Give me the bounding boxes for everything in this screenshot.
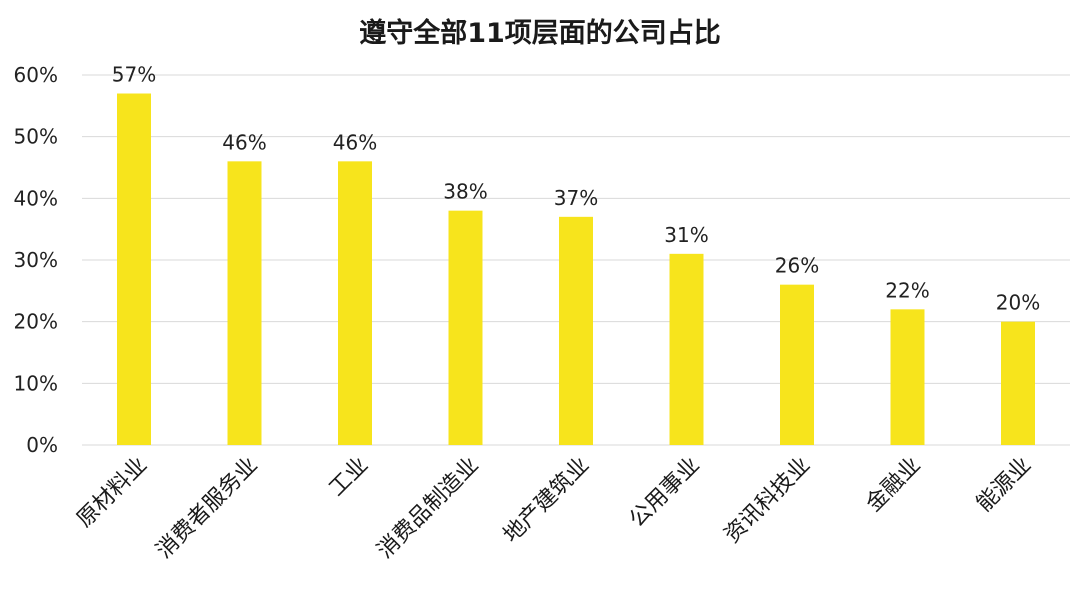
y-tick-label: 60% xyxy=(14,63,58,87)
y-tick-label: 0% xyxy=(26,433,58,457)
bar xyxy=(448,210,483,445)
data-label: 26% xyxy=(775,254,819,278)
y-axis-ticks: 0% 10% 20% 30% 40% 50% 60% xyxy=(14,63,58,457)
bar xyxy=(1001,321,1035,445)
category-label: 金融业 xyxy=(861,453,925,517)
category-label: 地产建筑业 xyxy=(499,453,594,548)
y-tick-label: 20% xyxy=(14,310,58,334)
bar xyxy=(117,93,151,445)
bars xyxy=(117,93,1035,446)
category-labels: 原材料业 消费者服务业 工业 消费品制造业 地产建筑业 公用事业 资讯科技业 金融业 能源业 xyxy=(72,453,1036,564)
data-label: 38% xyxy=(443,180,487,204)
data-labels: 57% 46% 46% 38% 37% 31% 26% 22% 20% xyxy=(112,63,1040,315)
category-label: 资讯科技业 xyxy=(720,453,815,548)
category-label: 消费者服务业 xyxy=(152,453,263,564)
category-label: 原材料业 xyxy=(72,453,152,533)
bar xyxy=(338,161,372,446)
y-tick-label: 50% xyxy=(14,125,58,149)
bar xyxy=(890,309,925,445)
category-label: 能源业 xyxy=(972,453,1036,517)
y-tick-label: 10% xyxy=(14,371,58,395)
bar xyxy=(780,284,814,445)
data-label: 46% xyxy=(333,130,377,154)
data-label: 57% xyxy=(112,63,156,87)
bar xyxy=(669,253,704,445)
y-tick-label: 40% xyxy=(14,186,58,210)
data-label: 20% xyxy=(996,291,1040,315)
bar xyxy=(559,216,593,445)
data-label: 37% xyxy=(554,186,598,210)
category-label: 公用事业 xyxy=(625,453,705,533)
chart-title: 遵守全部11项层面的公司占比 xyxy=(359,17,721,49)
category-label: 工业 xyxy=(324,453,373,502)
data-label: 31% xyxy=(664,223,708,247)
bar xyxy=(227,161,262,446)
y-tick-label: 30% xyxy=(14,248,58,272)
data-label: 46% xyxy=(222,130,266,154)
data-label: 22% xyxy=(885,278,929,302)
category-label: 消费品制造业 xyxy=(373,453,484,564)
